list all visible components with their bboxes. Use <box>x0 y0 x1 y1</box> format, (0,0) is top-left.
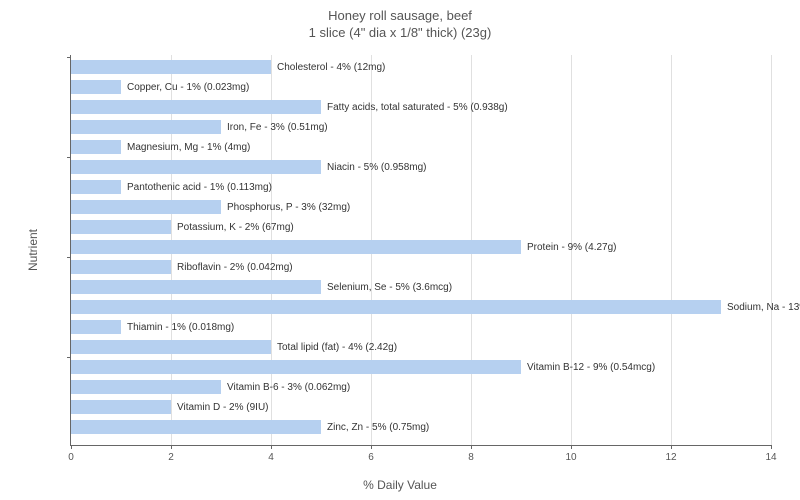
bar-row: Riboflavin - 2% (0.042mg) <box>71 260 293 274</box>
title-line-1: Honey roll sausage, beef <box>0 8 800 25</box>
bar-label: Niacin - 5% (0.958mg) <box>327 162 426 173</box>
bar <box>71 340 271 354</box>
bar-label: Potassium, K - 2% (67mg) <box>177 222 294 233</box>
bar <box>71 300 721 314</box>
xtick-label: 2 <box>168 452 174 463</box>
bar-row: Sodium, Na - 13% (304mg) <box>71 300 800 314</box>
bar <box>71 380 221 394</box>
xtick-mark <box>471 445 472 449</box>
bar-label: Phosphorus, P - 3% (32mg) <box>227 202 350 213</box>
bar <box>71 200 221 214</box>
gridline <box>771 55 772 445</box>
bar <box>71 220 171 234</box>
y-axis-label: Nutrient <box>26 229 40 271</box>
bar-row: Vitamin B-12 - 9% (0.54mcg) <box>71 360 655 374</box>
bar-label: Protein - 9% (4.27g) <box>527 242 617 253</box>
bar-row: Zinc, Zn - 5% (0.75mg) <box>71 420 429 434</box>
bar <box>71 140 121 154</box>
x-axis-label: % Daily Value <box>363 478 437 492</box>
bar <box>71 260 171 274</box>
xtick-mark <box>371 445 372 449</box>
xtick-mark <box>271 445 272 449</box>
bar-label: Vitamin B-12 - 9% (0.54mcg) <box>527 362 655 373</box>
bar <box>71 280 321 294</box>
bar <box>71 420 321 434</box>
bar-row: Vitamin D - 2% (9IU) <box>71 400 269 414</box>
xtick-label: 12 <box>665 452 676 463</box>
xtick-label: 8 <box>468 452 474 463</box>
ytick-mark <box>67 257 71 258</box>
bar <box>71 80 121 94</box>
bar <box>71 120 221 134</box>
bar-label: Thiamin - 1% (0.018mg) <box>127 322 234 333</box>
bar-row: Selenium, Se - 5% (3.6mcg) <box>71 280 452 294</box>
xtick-label: 6 <box>368 452 374 463</box>
bar-label: Riboflavin - 2% (0.042mg) <box>177 262 293 273</box>
bar-row: Cholesterol - 4% (12mg) <box>71 60 385 74</box>
bar-label: Selenium, Se - 5% (3.6mcg) <box>327 282 452 293</box>
bar <box>71 360 521 374</box>
bar-label: Pantothenic acid - 1% (0.113mg) <box>127 182 272 193</box>
bar <box>71 160 321 174</box>
bar-row: Magnesium, Mg - 1% (4mg) <box>71 140 250 154</box>
ytick-mark <box>67 157 71 158</box>
bar-row: Thiamin - 1% (0.018mg) <box>71 320 234 334</box>
xtick-label: 10 <box>565 452 576 463</box>
xtick-mark <box>571 445 572 449</box>
xtick-mark <box>671 445 672 449</box>
plot-area: 02468101214Cholesterol - 4% (12mg)Copper… <box>70 55 771 446</box>
bar-label: Iron, Fe - 3% (0.51mg) <box>227 122 328 133</box>
bar-row: Phosphorus, P - 3% (32mg) <box>71 200 350 214</box>
bar <box>71 100 321 114</box>
bar <box>71 60 271 74</box>
bar-row: Iron, Fe - 3% (0.51mg) <box>71 120 328 134</box>
bar-label: Zinc, Zn - 5% (0.75mg) <box>327 422 429 433</box>
ytick-mark <box>67 57 71 58</box>
bar-row: Vitamin B-6 - 3% (0.062mg) <box>71 380 350 394</box>
bar <box>71 400 171 414</box>
xtick-mark <box>771 445 772 449</box>
bar-row: Pantothenic acid - 1% (0.113mg) <box>71 180 272 194</box>
bar-row: Fatty acids, total saturated - 5% (0.938… <box>71 100 508 114</box>
bar-row: Potassium, K - 2% (67mg) <box>71 220 294 234</box>
gridline <box>671 55 672 445</box>
bar <box>71 320 121 334</box>
chart-container: Honey roll sausage, beef 1 slice (4" dia… <box>0 0 800 500</box>
xtick-label: 14 <box>765 452 776 463</box>
bar-row: Total lipid (fat) - 4% (2.42g) <box>71 340 397 354</box>
xtick-label: 4 <box>268 452 274 463</box>
bar-label: Vitamin D - 2% (9IU) <box>177 402 269 413</box>
bar-row: Protein - 9% (4.27g) <box>71 240 617 254</box>
bar-label: Fatty acids, total saturated - 5% (0.938… <box>327 102 508 113</box>
bar-label: Copper, Cu - 1% (0.023mg) <box>127 82 249 93</box>
bar-label: Total lipid (fat) - 4% (2.42g) <box>277 342 397 353</box>
xtick-label: 0 <box>68 452 74 463</box>
chart-title: Honey roll sausage, beef 1 slice (4" dia… <box>0 0 800 42</box>
bar-label: Magnesium, Mg - 1% (4mg) <box>127 142 250 153</box>
ytick-mark <box>67 357 71 358</box>
xtick-mark <box>171 445 172 449</box>
bar-row: Niacin - 5% (0.958mg) <box>71 160 426 174</box>
title-line-2: 1 slice (4" dia x 1/8" thick) (23g) <box>0 25 800 42</box>
bar <box>71 240 521 254</box>
bar-label: Vitamin B-6 - 3% (0.062mg) <box>227 382 350 393</box>
xtick-mark <box>71 445 72 449</box>
bar <box>71 180 121 194</box>
bar-label: Cholesterol - 4% (12mg) <box>277 62 385 73</box>
bar-row: Copper, Cu - 1% (0.023mg) <box>71 80 249 94</box>
bar-label: Sodium, Na - 13% (304mg) <box>727 302 800 313</box>
